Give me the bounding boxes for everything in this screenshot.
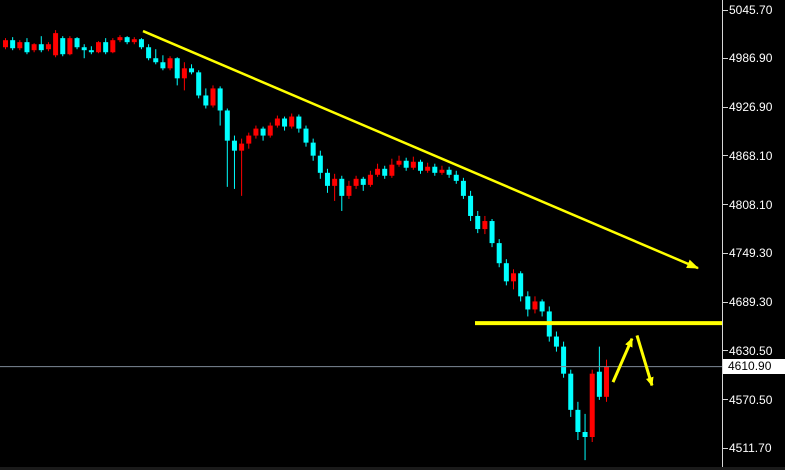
axis-tick [723, 9, 728, 11]
axis-tick [723, 301, 728, 303]
chart-canvas[interactable] [0, 0, 722, 470]
axis-tick [723, 399, 728, 401]
price-axis-label: 4511.70 [729, 441, 772, 455]
price-axis-label: 4986.90 [729, 51, 773, 66]
price-axis-label: 4926.90 [729, 100, 773, 115]
price-axis-label: 4808.10 [729, 197, 773, 212]
price-axis-label: 4630.50 [729, 343, 773, 358]
down-arrow[interactable] [635, 334, 654, 387]
axis-tick [723, 106, 728, 108]
axis-tick [723, 447, 728, 449]
axis-tick [723, 350, 728, 352]
price-axis-label: 4570.50 [729, 392, 773, 407]
price-axis-label: 4689.30 [729, 295, 773, 310]
candlestick-chart[interactable] [0, 0, 722, 470]
axis-tick [723, 204, 728, 206]
axis-tick [723, 252, 728, 254]
axis-tick [723, 155, 728, 157]
price-axis-label: 4749.30 [729, 246, 773, 261]
up-arrow[interactable] [611, 337, 634, 383]
axis-tick [723, 57, 728, 59]
price-axis-label: 5045.70 [729, 3, 773, 17]
candles [3, 30, 610, 461]
price-axis[interactable]: 5045.70 4986.90 4926.90 4868.10 4808.10 4749.… [722, 0, 785, 470]
window-bottom-border [0, 467, 785, 470]
price-axis-label: 4868.10 [729, 148, 773, 163]
trend-line[interactable] [142, 29, 699, 270]
current-price-label: 4610.90 [723, 359, 785, 375]
